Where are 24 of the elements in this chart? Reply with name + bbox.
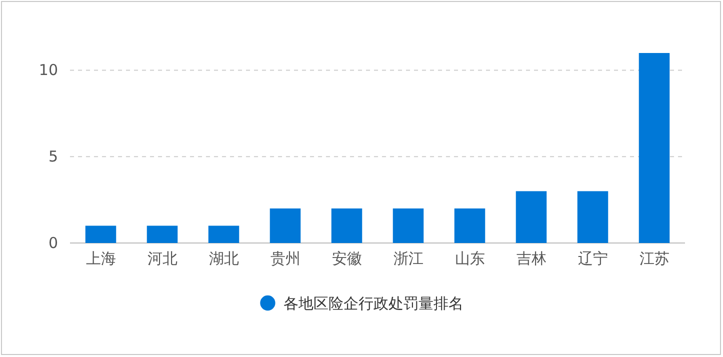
x-tick-label: 江苏: [639, 250, 670, 268]
bar: [392, 208, 424, 243]
bar: [331, 208, 362, 243]
bar: [638, 53, 670, 243]
y-tick-label: 10: [38, 61, 58, 80]
bar: [516, 191, 547, 243]
bar: [454, 208, 486, 243]
y-tick-label: 5: [48, 147, 58, 166]
bar: [208, 226, 240, 243]
x-tick-label: 上海: [86, 250, 116, 268]
x-tick-label: 辽宁: [578, 250, 608, 268]
x-tick-label: 山东: [454, 250, 485, 268]
x-tick-label: 湖北: [208, 250, 239, 268]
x-tick-label: 河北: [147, 250, 178, 268]
bar: [85, 226, 116, 243]
bar: [270, 208, 301, 243]
bar: [146, 226, 178, 243]
y-tick-label: 0: [48, 234, 58, 252]
x-tick-label: 贵州: [270, 250, 300, 268]
x-tick-label: 吉林: [516, 250, 546, 268]
x-tick-label: 浙江: [393, 250, 424, 268]
legend-label: 各地区险企行政处罚量排名: [284, 294, 464, 312]
x-tick-label: 安徽: [332, 250, 362, 268]
bar: [577, 191, 608, 243]
